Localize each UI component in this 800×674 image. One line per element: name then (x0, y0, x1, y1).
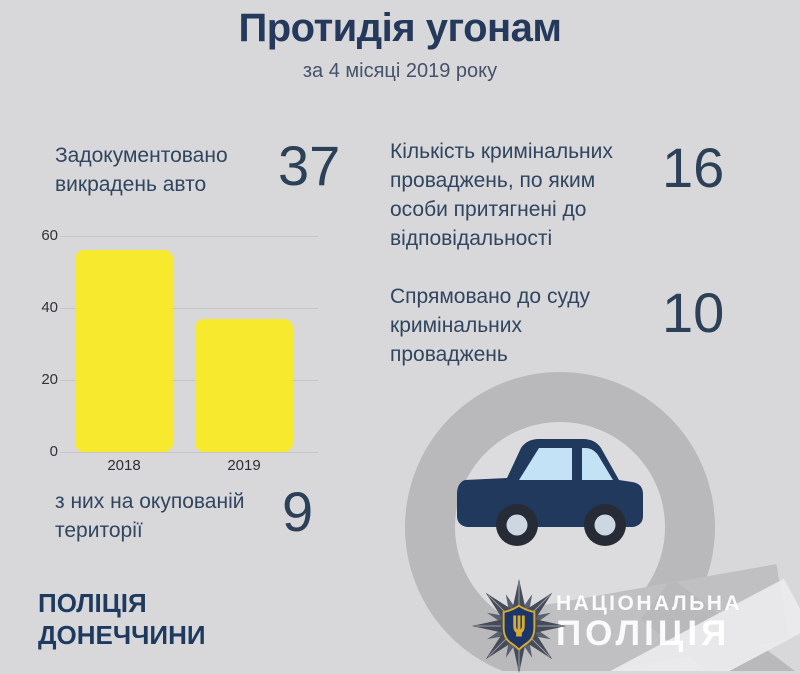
stat-occupied-label: з них на окупованій території (55, 488, 295, 546)
stat-occupied-value: 9 (282, 480, 314, 543)
chart-gridline (60, 451, 318, 453)
logo-line2: ПОЛІЦІЯ (556, 614, 731, 654)
white-wedge (589, 578, 800, 671)
org-line1: ПОЛІЦІЯ (38, 588, 147, 618)
stat-court-value: 10 (662, 281, 725, 344)
stat-documented-label: Задокументовано викрадень авто (55, 142, 295, 200)
stat-court-line3: проваджень (390, 342, 508, 366)
car-icon (457, 439, 643, 546)
chart-gridline (60, 307, 318, 309)
stat-occupied-line2: території (55, 518, 143, 542)
chart-bar-2019 (195, 318, 293, 452)
org-line2: ДОНЕЧЧИНИ (38, 619, 206, 650)
stat-responsible-value: 16 (662, 136, 725, 199)
logo-line1: НАЦІОНАЛЬНА (556, 592, 743, 615)
page-title: Протидія угонам (238, 6, 562, 50)
stat-court-label: Спрямовано до суду кримінальних провадже… (390, 283, 650, 370)
stat-occupied-line1: з них на окупованій (55, 490, 245, 513)
national-police-wordmark: НАЦІОНАЛЬНА ПОЛІЦІЯ (556, 592, 742, 653)
car-rear-wheel-hub (594, 514, 616, 536)
car-front-window (519, 448, 572, 480)
stat-court-line1: Спрямовано до суду (390, 285, 591, 308)
stat-responsible-label: Кількість кримінальних проваджень, по як… (390, 138, 650, 254)
bar-chart-plot: 0 20 40 60 2018 2019 (41, 227, 318, 474)
stat-responsible-line1: Кількість кримінальних (390, 140, 613, 163)
stat-documented-line2: викрадень авто (55, 172, 207, 196)
car-front-wheel-hub (506, 514, 528, 536)
chart-ytick-label: 40 (41, 299, 58, 316)
chart-ytick-label: 0 (49, 443, 58, 460)
stat-documented-value: 37 (278, 134, 341, 197)
chart-ytick-label: 20 (41, 371, 58, 388)
page-subtitle: за 4 місяці 2019 року (302, 60, 498, 82)
car-rear-window (582, 448, 613, 480)
org-name: ПОЛІЦІЯ ДОНЕЧЧИНИ (38, 588, 206, 651)
chart-xtick-label: 2019 (227, 457, 261, 474)
chart-xtick-label: 2018 (107, 457, 141, 474)
chart-ytick-label: 60 (41, 227, 58, 244)
stat-court-line2: кримінальних (390, 313, 522, 337)
chart-gridline (60, 379, 318, 381)
stat-responsible-line2: проваджень, по яким (390, 168, 596, 192)
badge-trident-icon (513, 615, 525, 637)
stat-documented-line1: Задокументовано (55, 144, 228, 167)
chart-gridline (60, 235, 318, 237)
stat-responsible-line3: особи притягнені до (390, 197, 587, 221)
chart-bar-2018 (75, 250, 173, 452)
stat-responsible-line4: відповідальності (390, 226, 553, 250)
national-police-badge-icon (471, 578, 567, 674)
